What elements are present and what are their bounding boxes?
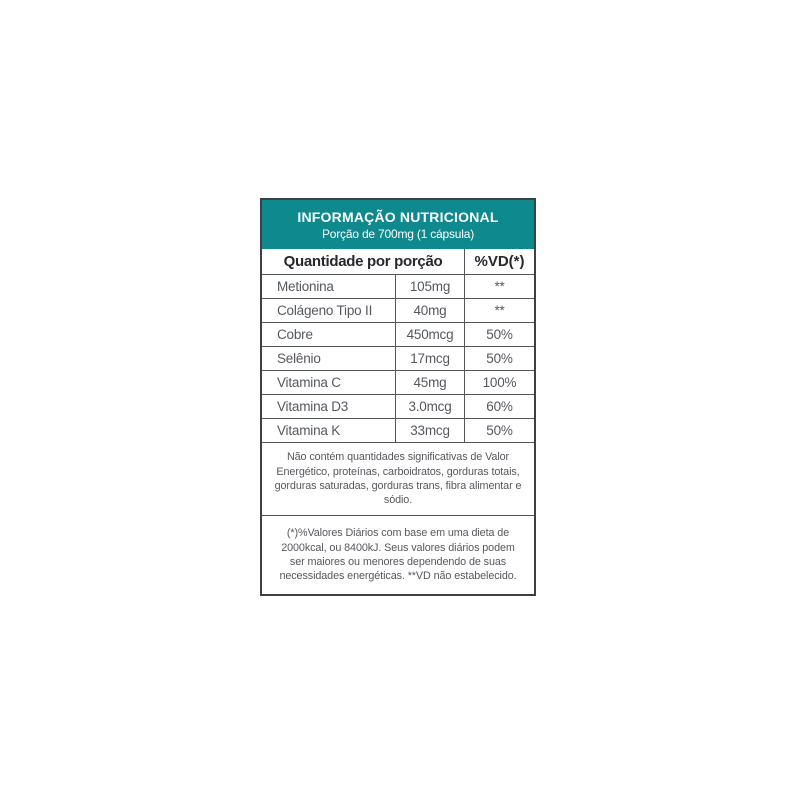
note-line: sódio. (383, 494, 413, 507)
table-row: Vitamina K 33mcg 50% (262, 419, 534, 443)
column-quantity-header: Quantidade por porção (283, 253, 443, 270)
nutrient-amount: 105mg (395, 275, 464, 298)
nutrient-name: Metionina (277, 279, 334, 294)
nutrient-vd: 60% (464, 395, 534, 418)
note-line: gorduras saturadas, gorduras trans, fibr… (274, 480, 522, 492)
column-vd-header: %VD(*) (464, 249, 534, 274)
nutrient-amount: 3.0mcg (395, 395, 464, 418)
table-row: Selênio 17mcg 50% (262, 347, 534, 371)
nutrient-vd: 50% (464, 347, 534, 370)
column-header-row: Quantidade por porção %VD(*) (262, 249, 534, 275)
nutrient-amount: 45mg (395, 371, 464, 394)
nutrient-amount: 33mcg (395, 419, 464, 442)
nutrient-name: Cobre (277, 327, 313, 342)
note-line: Não contém quantidades significativas de… (286, 451, 510, 464)
nutrient-name: Selênio (277, 351, 321, 366)
label-title: INFORMAÇÃO NUTRICIONAL (297, 208, 499, 225)
nutrient-vd: 100% (464, 371, 534, 394)
nutrient-vd: 50% (464, 419, 534, 442)
table-row: Colágeno Tipo II 40mg ** (262, 299, 534, 323)
nutrient-amount: 17mcg (395, 347, 464, 370)
table-row: Vitamina D3 3.0mcg 60% (262, 395, 534, 419)
note-daily-values: (*)%Valores Diários com base em uma diet… (262, 516, 534, 594)
nutrient-name: Colágeno Tipo II (277, 303, 373, 318)
note-line: Energético, proteínas, carboidratos, gor… (276, 465, 520, 478)
nutrient-amount: 450mcg (395, 323, 464, 346)
nutrient-vd: 50% (464, 323, 534, 346)
nutrient-name: Vitamina D3 (277, 399, 349, 414)
table-row: Vitamina C 45mg 100% (262, 371, 534, 395)
nutrient-amount: 40mg (395, 299, 464, 322)
note-line: necessidades energéticas. **VD não estab… (279, 570, 517, 583)
table-row: Metionina 105mg ** (262, 275, 534, 299)
table-row: Cobre 450mcg 50% (262, 323, 534, 347)
label-subtitle: Porção de 700mg (1 cápsula) (321, 226, 475, 241)
note-line: 2000kcal, ou 8400kJ. Seus valores diário… (281, 541, 515, 554)
nutrient-vd: ** (464, 275, 534, 298)
note-line: (*)%Valores Diários com base em uma diet… (286, 527, 510, 540)
nutrient-name: Vitamina C (277, 375, 341, 390)
note-no-significant-amounts: Não contém quantidades significativas de… (262, 443, 534, 516)
label-header: INFORMAÇÃO NUTRICIONAL Porção de 700mg (… (262, 200, 534, 249)
note-line: ser maiores ou menores dependendo de sua… (289, 556, 507, 568)
nutrient-name: Vitamina K (277, 423, 341, 438)
nutrient-vd: ** (464, 299, 534, 322)
nutrition-label: INFORMAÇÃO NUTRICIONAL Porção de 700mg (… (260, 198, 536, 596)
